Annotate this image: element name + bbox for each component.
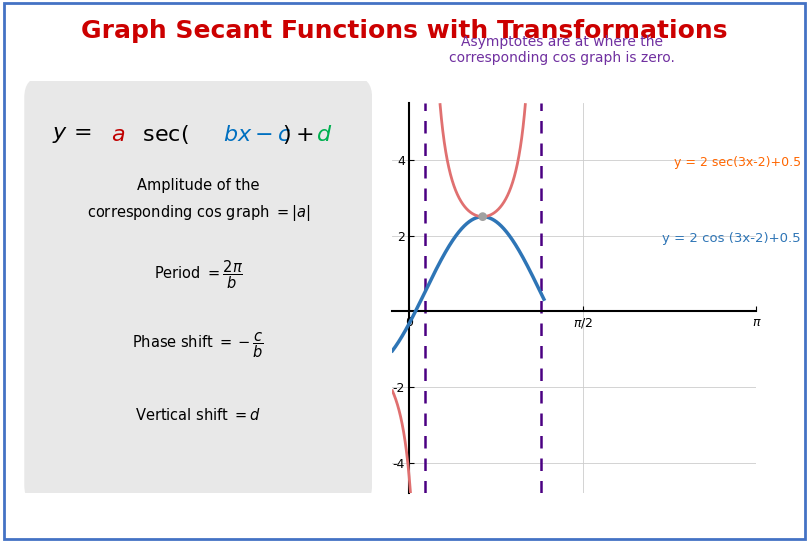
Text: $d$: $d$: [316, 125, 332, 145]
Text: Vertical shift $= d$: Vertical shift $= d$: [135, 407, 261, 423]
Text: y = 2 sec(3x-2)+0.5: y = 2 sec(3x-2)+0.5: [674, 156, 801, 169]
Text: Phase shift $= -\dfrac{c}{b}$: Phase shift $= -\dfrac{c}{b}$: [132, 330, 265, 360]
Text: $bx-c$: $bx-c$: [222, 125, 291, 145]
Text: Period $= \dfrac{2\pi}{b}$: Period $= \dfrac{2\pi}{b}$: [154, 259, 243, 291]
Text: Graph Secant Functions with Transformations: Graph Secant Functions with Transformati…: [81, 19, 728, 43]
Text: Asymptotes are at where the: Asymptotes are at where the: [461, 35, 663, 49]
Text: $a$: $a$: [111, 125, 125, 145]
Text: Amplitude of the
corresponding cos graph $= |a|$: Amplitude of the corresponding cos graph…: [87, 178, 310, 223]
Text: y = 2 cos (3x-2)+0.5: y = 2 cos (3x-2)+0.5: [663, 232, 801, 245]
Text: $y\,=\,$: $y\,=\,$: [52, 125, 92, 145]
Text: $)+$: $)+$: [282, 124, 313, 146]
Point: [477, 212, 489, 221]
Text: $\,\mathrm{sec}($: $\,\mathrm{sec}($: [139, 124, 189, 146]
Text: corresponding cos graph is zero.: corresponding cos graph is zero.: [449, 51, 676, 66]
FancyBboxPatch shape: [24, 77, 372, 506]
